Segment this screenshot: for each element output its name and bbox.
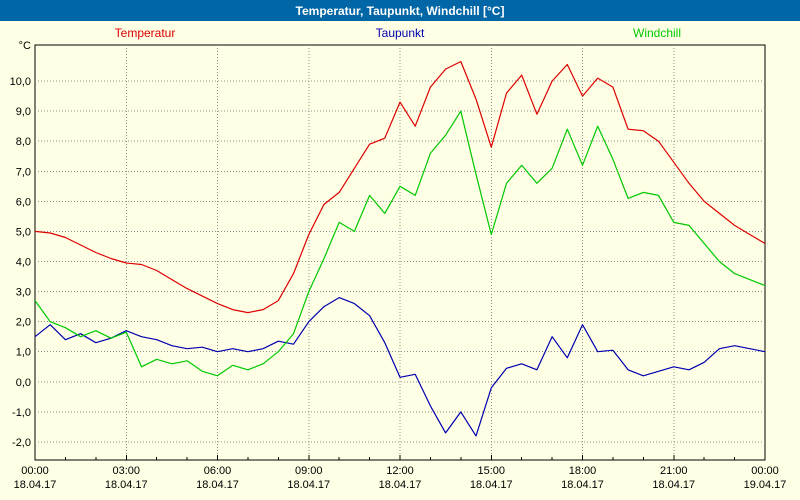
legend-windchill: Windchill bbox=[632, 26, 682, 40]
svg-text:15:00: 15:00 bbox=[477, 465, 505, 477]
svg-text:18.04.17: 18.04.17 bbox=[561, 479, 604, 491]
svg-text:18:00: 18:00 bbox=[569, 465, 597, 477]
svg-text:03:00: 03:00 bbox=[112, 465, 140, 477]
svg-text:6,0: 6,0 bbox=[16, 196, 31, 208]
svg-text:0,0: 0,0 bbox=[16, 377, 31, 389]
svg-text:18.04.17: 18.04.17 bbox=[470, 479, 513, 491]
svg-text:12:00: 12:00 bbox=[386, 465, 414, 477]
svg-text:09:00: 09:00 bbox=[295, 465, 323, 477]
legend-temperatur: Temperatur bbox=[114, 26, 176, 40]
legend-taupunkt: Taupunkt bbox=[375, 26, 425, 40]
svg-text:-2,0: -2,0 bbox=[12, 437, 31, 449]
svg-text:4,0: 4,0 bbox=[16, 257, 31, 269]
svg-text:18.04.17: 18.04.17 bbox=[105, 479, 148, 491]
svg-text:5,0: 5,0 bbox=[16, 226, 31, 238]
svg-text:00:00: 00:00 bbox=[751, 465, 779, 477]
svg-text:18.04.17: 18.04.17 bbox=[196, 479, 239, 491]
svg-text:21:00: 21:00 bbox=[660, 465, 688, 477]
svg-text:-1,0: -1,0 bbox=[12, 407, 31, 419]
svg-text:7,0: 7,0 bbox=[16, 166, 31, 178]
svg-text:18.04.17: 18.04.17 bbox=[379, 479, 422, 491]
svg-text:18.04.17: 18.04.17 bbox=[652, 479, 695, 491]
svg-text:9,0: 9,0 bbox=[16, 106, 31, 118]
svg-text:18.04.17: 18.04.17 bbox=[14, 479, 57, 491]
svg-text:00:00: 00:00 bbox=[21, 465, 49, 477]
svg-text:1,0: 1,0 bbox=[16, 347, 31, 359]
svg-text:8,0: 8,0 bbox=[16, 136, 31, 148]
window-title-bar: Temperatur, Taupunkt, Windchill [°C] bbox=[0, 0, 800, 21]
svg-text:3,0: 3,0 bbox=[16, 287, 31, 299]
svg-text:10,0: 10,0 bbox=[10, 76, 31, 88]
svg-text:19.04.17: 19.04.17 bbox=[744, 479, 787, 491]
svg-text:°C: °C bbox=[19, 40, 31, 52]
svg-text:2,0: 2,0 bbox=[16, 317, 31, 329]
svg-text:18.04.17: 18.04.17 bbox=[287, 479, 330, 491]
svg-text:06:00: 06:00 bbox=[204, 465, 232, 477]
window-title: Temperatur, Taupunkt, Windchill [°C] bbox=[295, 3, 505, 18]
